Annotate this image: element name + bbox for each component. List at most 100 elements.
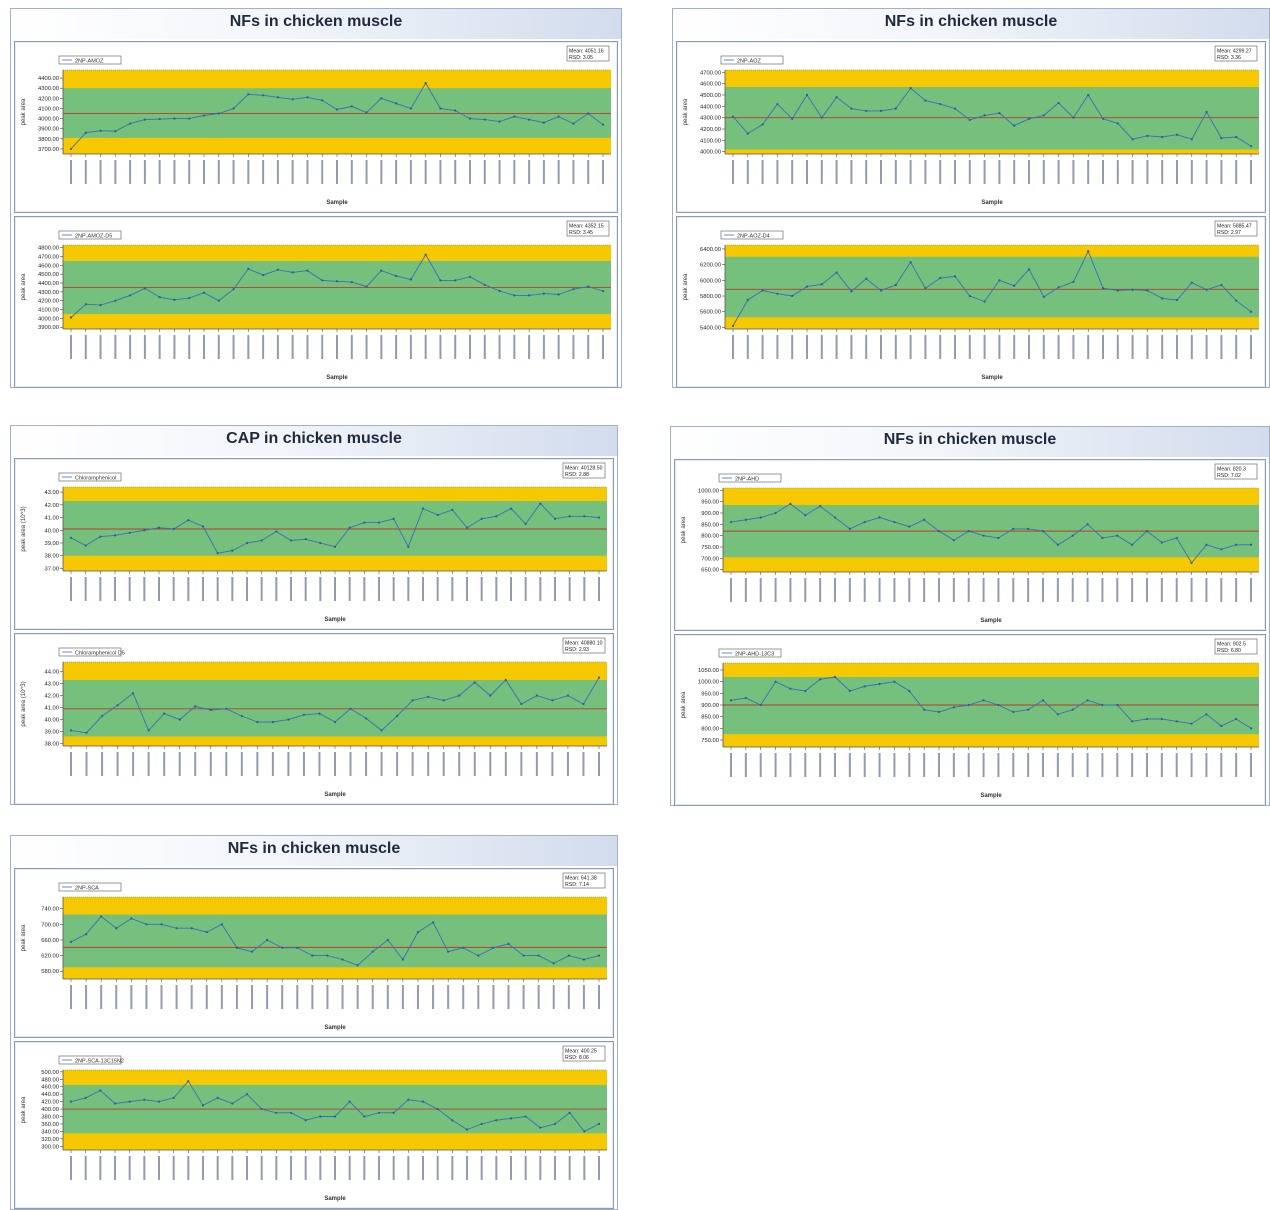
- data-point: [349, 707, 352, 710]
- data-point: [281, 946, 284, 949]
- data-point: [1072, 116, 1075, 119]
- x-tick-label: [1250, 335, 1252, 359]
- x-tick-label: [240, 752, 243, 776]
- data-point: [364, 717, 368, 720]
- x-tick-label: [572, 335, 575, 359]
- data-point: [507, 942, 510, 945]
- data-point: [231, 1102, 234, 1105]
- data-point: [276, 268, 279, 271]
- panel-title: NFs in chicken muscle: [671, 427, 1269, 457]
- x-tick-label: [598, 577, 600, 601]
- data-point: [350, 281, 353, 284]
- control-chart: 2NP-AHD-13C3 Mean: 902.5 RSD: 6.80 750.00 80…: [674, 634, 1266, 806]
- y-axis-label: peak area: [21, 1096, 27, 1123]
- x-tick-label: [908, 753, 911, 777]
- data-point: [145, 923, 148, 926]
- x-tick-label: [1042, 160, 1045, 184]
- x-tick-label: [1190, 753, 1193, 777]
- x-tick-label: [732, 335, 734, 359]
- stats-box: [1214, 463, 1258, 480]
- x-tick-label: [275, 1156, 278, 1180]
- x-tick-label: [132, 752, 135, 776]
- x-tick-label: [744, 578, 747, 602]
- x-tick-label: [203, 160, 205, 184]
- data-point: [1057, 286, 1060, 289]
- x-tick-label: [439, 160, 442, 184]
- data-point: [465, 1128, 469, 1131]
- x-tick-label: [99, 160, 102, 184]
- x-tick-label: [336, 335, 338, 359]
- x-tick-label: [1056, 753, 1059, 777]
- x-tick-label: [130, 985, 133, 1009]
- data-point: [1205, 288, 1208, 291]
- x-tick-label: [938, 753, 940, 777]
- x-tick-label: [498, 335, 501, 359]
- data-point: [731, 324, 735, 327]
- x-tick-label: [217, 160, 220, 184]
- data-point: [232, 288, 235, 291]
- x-tick-label: [893, 753, 896, 777]
- data-point: [1086, 523, 1089, 526]
- x-tick-label: [998, 160, 1001, 184]
- x-tick-label: [1116, 335, 1119, 359]
- data-point: [879, 289, 883, 292]
- data-point: [909, 87, 912, 90]
- data-point: [968, 118, 971, 122]
- x-tick-label: [466, 577, 468, 601]
- x-tick-label: [1220, 335, 1223, 359]
- data-point: [386, 938, 389, 942]
- x-tick-label: [848, 753, 851, 777]
- chart-panel-amoz: NFs in chicken muscle 2NP-AMOZ Mean: 4051…: [10, 8, 622, 388]
- data-point: [744, 696, 747, 700]
- x-tick-label: [602, 335, 604, 359]
- stats-box: [1214, 45, 1258, 62]
- y-axis-label: peak area: [681, 516, 687, 543]
- data-point: [99, 304, 102, 307]
- data-point: [231, 549, 234, 552]
- x-tick-label: [865, 160, 868, 184]
- x-tick-label: [730, 578, 732, 602]
- data-point: [1012, 710, 1015, 714]
- data-point: [84, 932, 88, 936]
- data-point: [848, 689, 851, 693]
- data-point: [365, 285, 368, 288]
- x-tick-label: [85, 985, 88, 1009]
- x-tick-label: [281, 985, 284, 1009]
- x-tick-label: [187, 577, 190, 601]
- data-point: [250, 950, 254, 953]
- legend-label: 2NP-AMOZ-D5: [75, 234, 112, 240]
- data-point: [804, 514, 807, 517]
- y-tick-label: 900.00: [701, 511, 719, 517]
- data-point: [380, 729, 383, 732]
- y-tick-label: 950.00: [701, 500, 719, 506]
- data-point: [568, 515, 571, 518]
- x-tick-label: [202, 1156, 204, 1180]
- data-point: [262, 273, 265, 277]
- x-tick-label: [759, 753, 762, 777]
- y-tick-label: 4400.00: [38, 281, 59, 287]
- stats-rsd: RSD: 2.93: [565, 647, 589, 653]
- data-point: [158, 296, 161, 299]
- data-point: [468, 275, 472, 278]
- x-tick-label: [1102, 160, 1104, 184]
- x-tick-label: [1042, 335, 1045, 359]
- x-tick-label: [296, 985, 299, 1009]
- data-point: [407, 545, 410, 548]
- x-axis-label: Sample: [324, 792, 346, 798]
- y-tick-label: 380.00: [41, 1115, 59, 1121]
- data-point: [409, 107, 412, 110]
- y-tick-label: 4500.00: [700, 93, 721, 99]
- x-tick-label: [551, 752, 554, 776]
- y-axis-label: peak area (10^3): [21, 681, 27, 726]
- x-tick-label: [371, 985, 374, 1009]
- x-tick-label: [407, 577, 410, 601]
- data-point: [1145, 530, 1149, 533]
- data-point: [553, 1122, 557, 1126]
- data-point: [427, 695, 430, 698]
- x-tick-label: [746, 160, 749, 184]
- data-point: [535, 694, 538, 697]
- data-point: [524, 1115, 527, 1118]
- y-tick-label: 41.00: [44, 516, 59, 522]
- data-point: [421, 507, 425, 510]
- x-tick-label: [378, 577, 380, 601]
